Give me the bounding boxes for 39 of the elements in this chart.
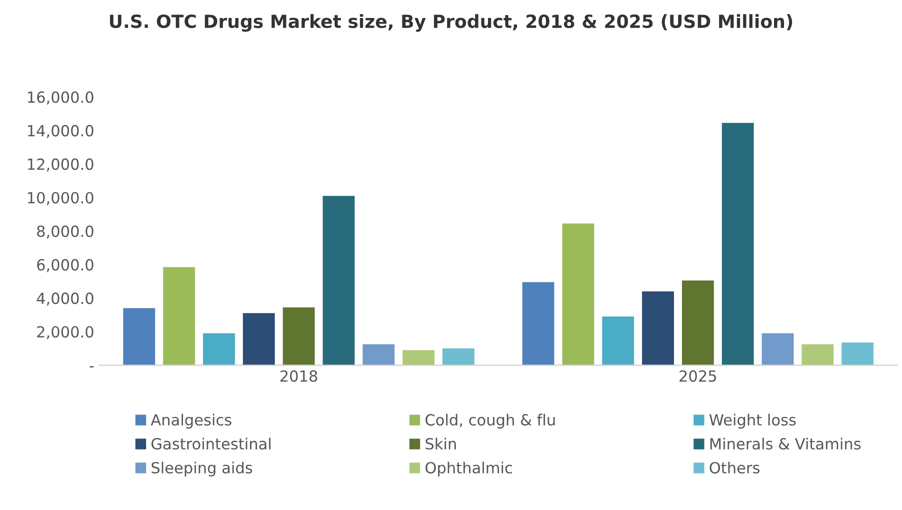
bar xyxy=(722,122,754,366)
bar xyxy=(402,350,434,366)
bar xyxy=(362,344,395,366)
legend-label: Others xyxy=(710,462,760,474)
bar xyxy=(602,316,634,366)
bar xyxy=(762,333,794,366)
legend-label: Gastrointestinal xyxy=(152,438,270,450)
y-tick-label: 2,000.0 xyxy=(37,326,94,340)
y-tick-label: - xyxy=(90,366,94,368)
bar xyxy=(442,348,474,366)
y-tick-label: 4,000.0 xyxy=(36,292,94,306)
bar xyxy=(642,291,674,366)
y-tick-label: 6,000.0 xyxy=(37,259,94,272)
bar xyxy=(282,307,315,366)
bar xyxy=(522,282,554,366)
y-tick-label: 10,000.0 xyxy=(28,192,94,206)
bar xyxy=(562,223,594,366)
legend-label: Minerals & Vitamins xyxy=(710,438,861,450)
y-tick-label: 16,000.0 xyxy=(28,91,94,104)
legend-label: Skin xyxy=(426,438,456,450)
bar xyxy=(242,313,275,366)
legend-label: Analgesics xyxy=(150,414,232,429)
legend-label: Cold, cough & flu xyxy=(426,414,555,429)
bar xyxy=(842,342,874,366)
x-tick-label: 2018 xyxy=(280,370,318,382)
legend-label: Weight loss xyxy=(709,414,796,429)
y-tick-label: 12,000.0 xyxy=(28,158,94,172)
chart-title: U.S. OTC Drugs Market size, By Product, 2018 & 2025 (USD Million) xyxy=(110,14,792,32)
bar xyxy=(202,333,235,366)
bar xyxy=(163,267,196,366)
bar xyxy=(322,196,355,366)
bar xyxy=(682,280,714,366)
bar xyxy=(123,308,156,366)
y-tick-label: 8,000.0 xyxy=(37,225,94,239)
legend-label: Ophthalmic xyxy=(426,462,512,476)
legend-label: Sleeping aids xyxy=(152,462,252,476)
y-tick-label: 14,000.0 xyxy=(28,124,94,138)
bar xyxy=(802,344,834,366)
x-tick-label: 2025 xyxy=(680,370,716,382)
